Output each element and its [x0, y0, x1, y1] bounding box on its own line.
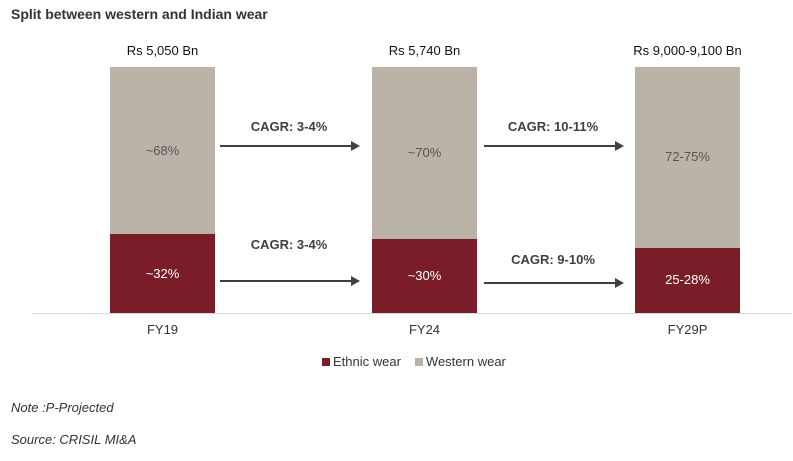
cagr-arrow — [220, 276, 360, 286]
legend-item-ethnic: Ethnic wear — [322, 354, 401, 369]
cagr-label: CAGR: 9-10% — [511, 252, 595, 267]
stacked-bar: ~70% ~30% — [372, 67, 477, 313]
legend: Ethnic wear Western wear — [322, 354, 506, 369]
x-tick-label: FY19 — [146, 322, 179, 337]
bar-segment-western: ~68% — [110, 67, 215, 235]
source-text: Source: CRISIL MI&A — [11, 432, 137, 447]
bar-segment-ethnic: ~30% — [372, 239, 477, 313]
legend-swatch-western — [414, 358, 423, 366]
x-tick-label: FY24 — [408, 322, 441, 337]
x-tick-label: FY29P — [667, 322, 708, 337]
western-share-label: ~68% — [145, 142, 180, 158]
bar-segment-ethnic: 25-28% — [635, 247, 740, 313]
bar-segment-western: ~70% — [372, 67, 477, 240]
x-axis-line — [32, 313, 792, 314]
bar-segment-western: 72-75% — [635, 67, 740, 248]
ethnic-share-label: ~32% — [145, 265, 180, 281]
western-share-label: ~70% — [407, 145, 442, 161]
bar-segment-ethnic: ~32% — [110, 234, 215, 313]
legend-swatch-ethnic — [322, 358, 330, 366]
cagr-arrow — [484, 278, 624, 288]
stacked-bar: 72-75% 25-28% — [635, 67, 740, 313]
cagr-label: CAGR: 3-4% — [250, 237, 328, 252]
bar-total-label: Rs 9,000-9,100 Bn — [633, 43, 742, 58]
note-text: Note :P-Projected — [11, 400, 114, 415]
stacked-bar: ~68% ~32% — [110, 67, 215, 313]
legend-label: Ethnic wear — [333, 354, 401, 369]
legend-label: Western wear — [425, 354, 506, 369]
ethnic-share-label: ~30% — [407, 268, 442, 284]
chart-title: Split between western and Indian wear — [11, 6, 268, 22]
cagr-label: CAGR: 10-11% — [507, 119, 599, 134]
bar-total-label: Rs 5,050 Bn — [126, 43, 199, 58]
cagr-arrow — [484, 141, 624, 151]
ethnic-share-label: 25-28% — [665, 272, 710, 288]
western-share-label: 72-75% — [665, 149, 710, 165]
cagr-label: CAGR: 3-4% — [250, 119, 328, 134]
cagr-arrow — [220, 141, 360, 151]
legend-item-western: Western wear — [414, 354, 506, 369]
bar-total-label: Rs 5,740 Bn — [388, 43, 461, 58]
